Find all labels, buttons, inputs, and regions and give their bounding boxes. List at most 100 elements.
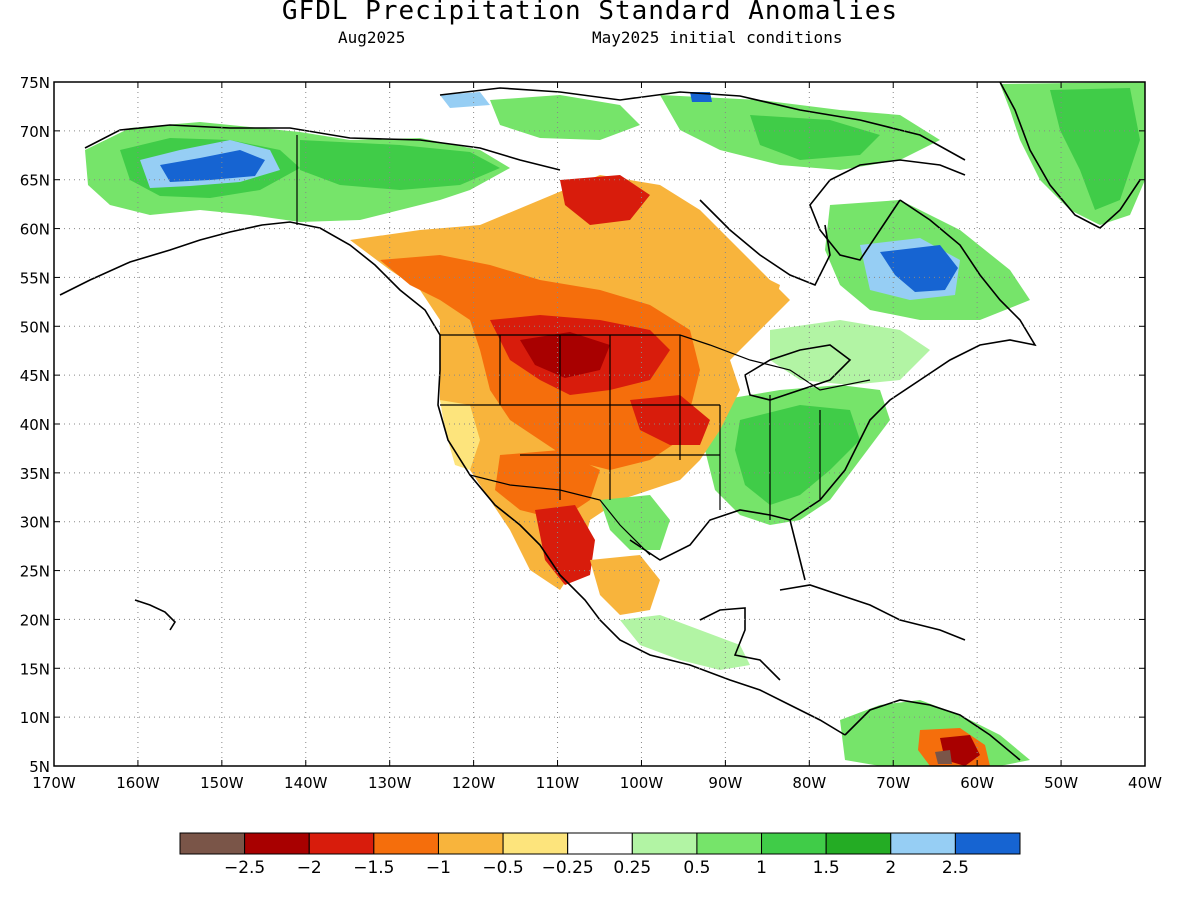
lon-label: 50W [1044,774,1078,792]
nw-territories-dry [560,175,650,225]
lon-label: 160W [116,774,160,792]
lon-label: 170W [32,774,76,792]
lat-label: 5N [29,758,50,776]
southwest-dry [495,450,600,520]
south-america-coast [844,699,1021,761]
colorbar-label: −1.5 [353,858,394,878]
eastern-us-wet-core [735,405,860,505]
colorbar-label: 1.5 [813,858,840,878]
latitude-axis: 75N 70N 65N 60N 55N 50N 45N 40N 35N 30N 25N 20N 15N 1… [20,74,50,776]
atlantic-coast [789,199,1037,521]
colorbar-swatch [308,832,375,855]
colorbar-label: −0.5 [482,858,523,878]
mexico-nw-very-dry [535,505,595,585]
map-title: GFDL Precipitation Standard Anomalies [281,0,899,26]
hudson-bay-coast [699,199,831,287]
quebec-wettest [880,245,958,292]
colorbar-swatch [890,832,956,855]
lat-label: 15N [20,660,50,678]
colorbar-swatch [954,832,1021,855]
hawaii-islands [134,599,177,631]
lat-label: 40N [20,416,50,434]
gulf-coast [629,509,806,581]
lat-label: 25N [20,563,50,581]
lon-label: 110W [536,774,580,792]
lon-label: 150W [200,774,244,792]
colorbar-swatch [696,832,763,855]
colorbar-label: −2 [297,858,322,878]
arctic-archipelago [439,87,966,161]
lat-label: 35N [20,465,50,483]
california-light-dry [440,400,480,470]
axis-ticks [53,81,1146,767]
colorbar-swatch [502,832,569,855]
south-america-driest [935,750,952,764]
us-state-lines [440,335,821,520]
us-mexico-border [469,474,651,556]
colorbar-label: 0.5 [683,858,710,878]
lon-label: 70W [876,774,910,792]
lat-label: 10N [20,709,50,727]
colorbar-swatch [179,832,246,855]
us-canada-border [440,334,871,391]
colorbar-swatch [373,832,439,855]
yukon-wet [300,140,500,190]
pacific-coast [59,221,846,736]
longitude-axis: 170W 160W 150W 140W 130W 120W 110W 100W 90W 80W 70… [32,774,1162,792]
colorbar-label: 2 [885,858,896,878]
colorbar-swatch [631,832,698,855]
anomaly-fields [85,82,1145,766]
central-america-wet [620,615,750,670]
arctic-east-core [750,115,880,160]
initial-conditions-label: May2025 initial conditions [592,28,843,47]
ontario-dry [670,265,780,325]
texas-wet [600,495,670,550]
alaska-wettest [160,150,265,182]
lat-label: 45N [20,367,50,385]
lon-label: 90W [708,774,742,792]
colorbar-label: 2.5 [942,858,969,878]
colorbar-swatch [825,832,892,855]
greenland-coast [999,82,1141,229]
lat-label: 50N [20,318,50,336]
colorbar-swatch [567,832,633,855]
colorbar-label: 1 [756,858,767,878]
lon-label: 130W [368,774,412,792]
colorbar-swatch [244,832,310,855]
lon-label: 40W [1128,774,1162,792]
arctic-blue-patch [440,92,490,108]
lat-label: 55N [20,269,50,287]
lon-label: 100W [620,774,664,792]
political-borders [296,135,871,556]
central-plains-very-dry [630,395,710,445]
colorbar-label: −0.25 [542,858,594,878]
colorbar-label: −2.5 [224,858,265,878]
lon-label: 80W [792,774,826,792]
colorbar [179,832,1021,855]
lat-label: 65N [20,172,50,190]
great-lakes-light-wet [770,320,930,385]
lat-label: 20N [20,611,50,629]
colorbar-swatch [761,832,827,855]
yucatan-coast [699,607,781,681]
great-lakes [744,344,852,401]
coastlines [59,82,1141,761]
arctic-islands-wet [490,95,640,140]
lat-label: 75N [20,74,50,92]
valid-month-label: Aug2025 [338,28,406,47]
greenland-wet-core [1050,88,1140,210]
mexico-dry [590,555,660,615]
arctic-coast-west [84,124,561,171]
colorbar-labels: −2.5 −2 −1.5 −1 −0.5 −0.25 0.25 0.5 1 1.5 2 2.5 [224,858,969,878]
lon-label: 140W [284,774,328,792]
hudson-strait-coast [809,159,966,261]
lat-label: 60N [20,221,50,239]
lon-label: 120W [452,774,496,792]
lon-label: 60W [960,774,994,792]
northern-plains-driest [520,332,610,378]
graticule [54,82,1145,766]
lat-label: 70N [20,123,50,141]
caribbean-islands [779,584,966,641]
colorbar-label: 0.25 [613,858,651,878]
